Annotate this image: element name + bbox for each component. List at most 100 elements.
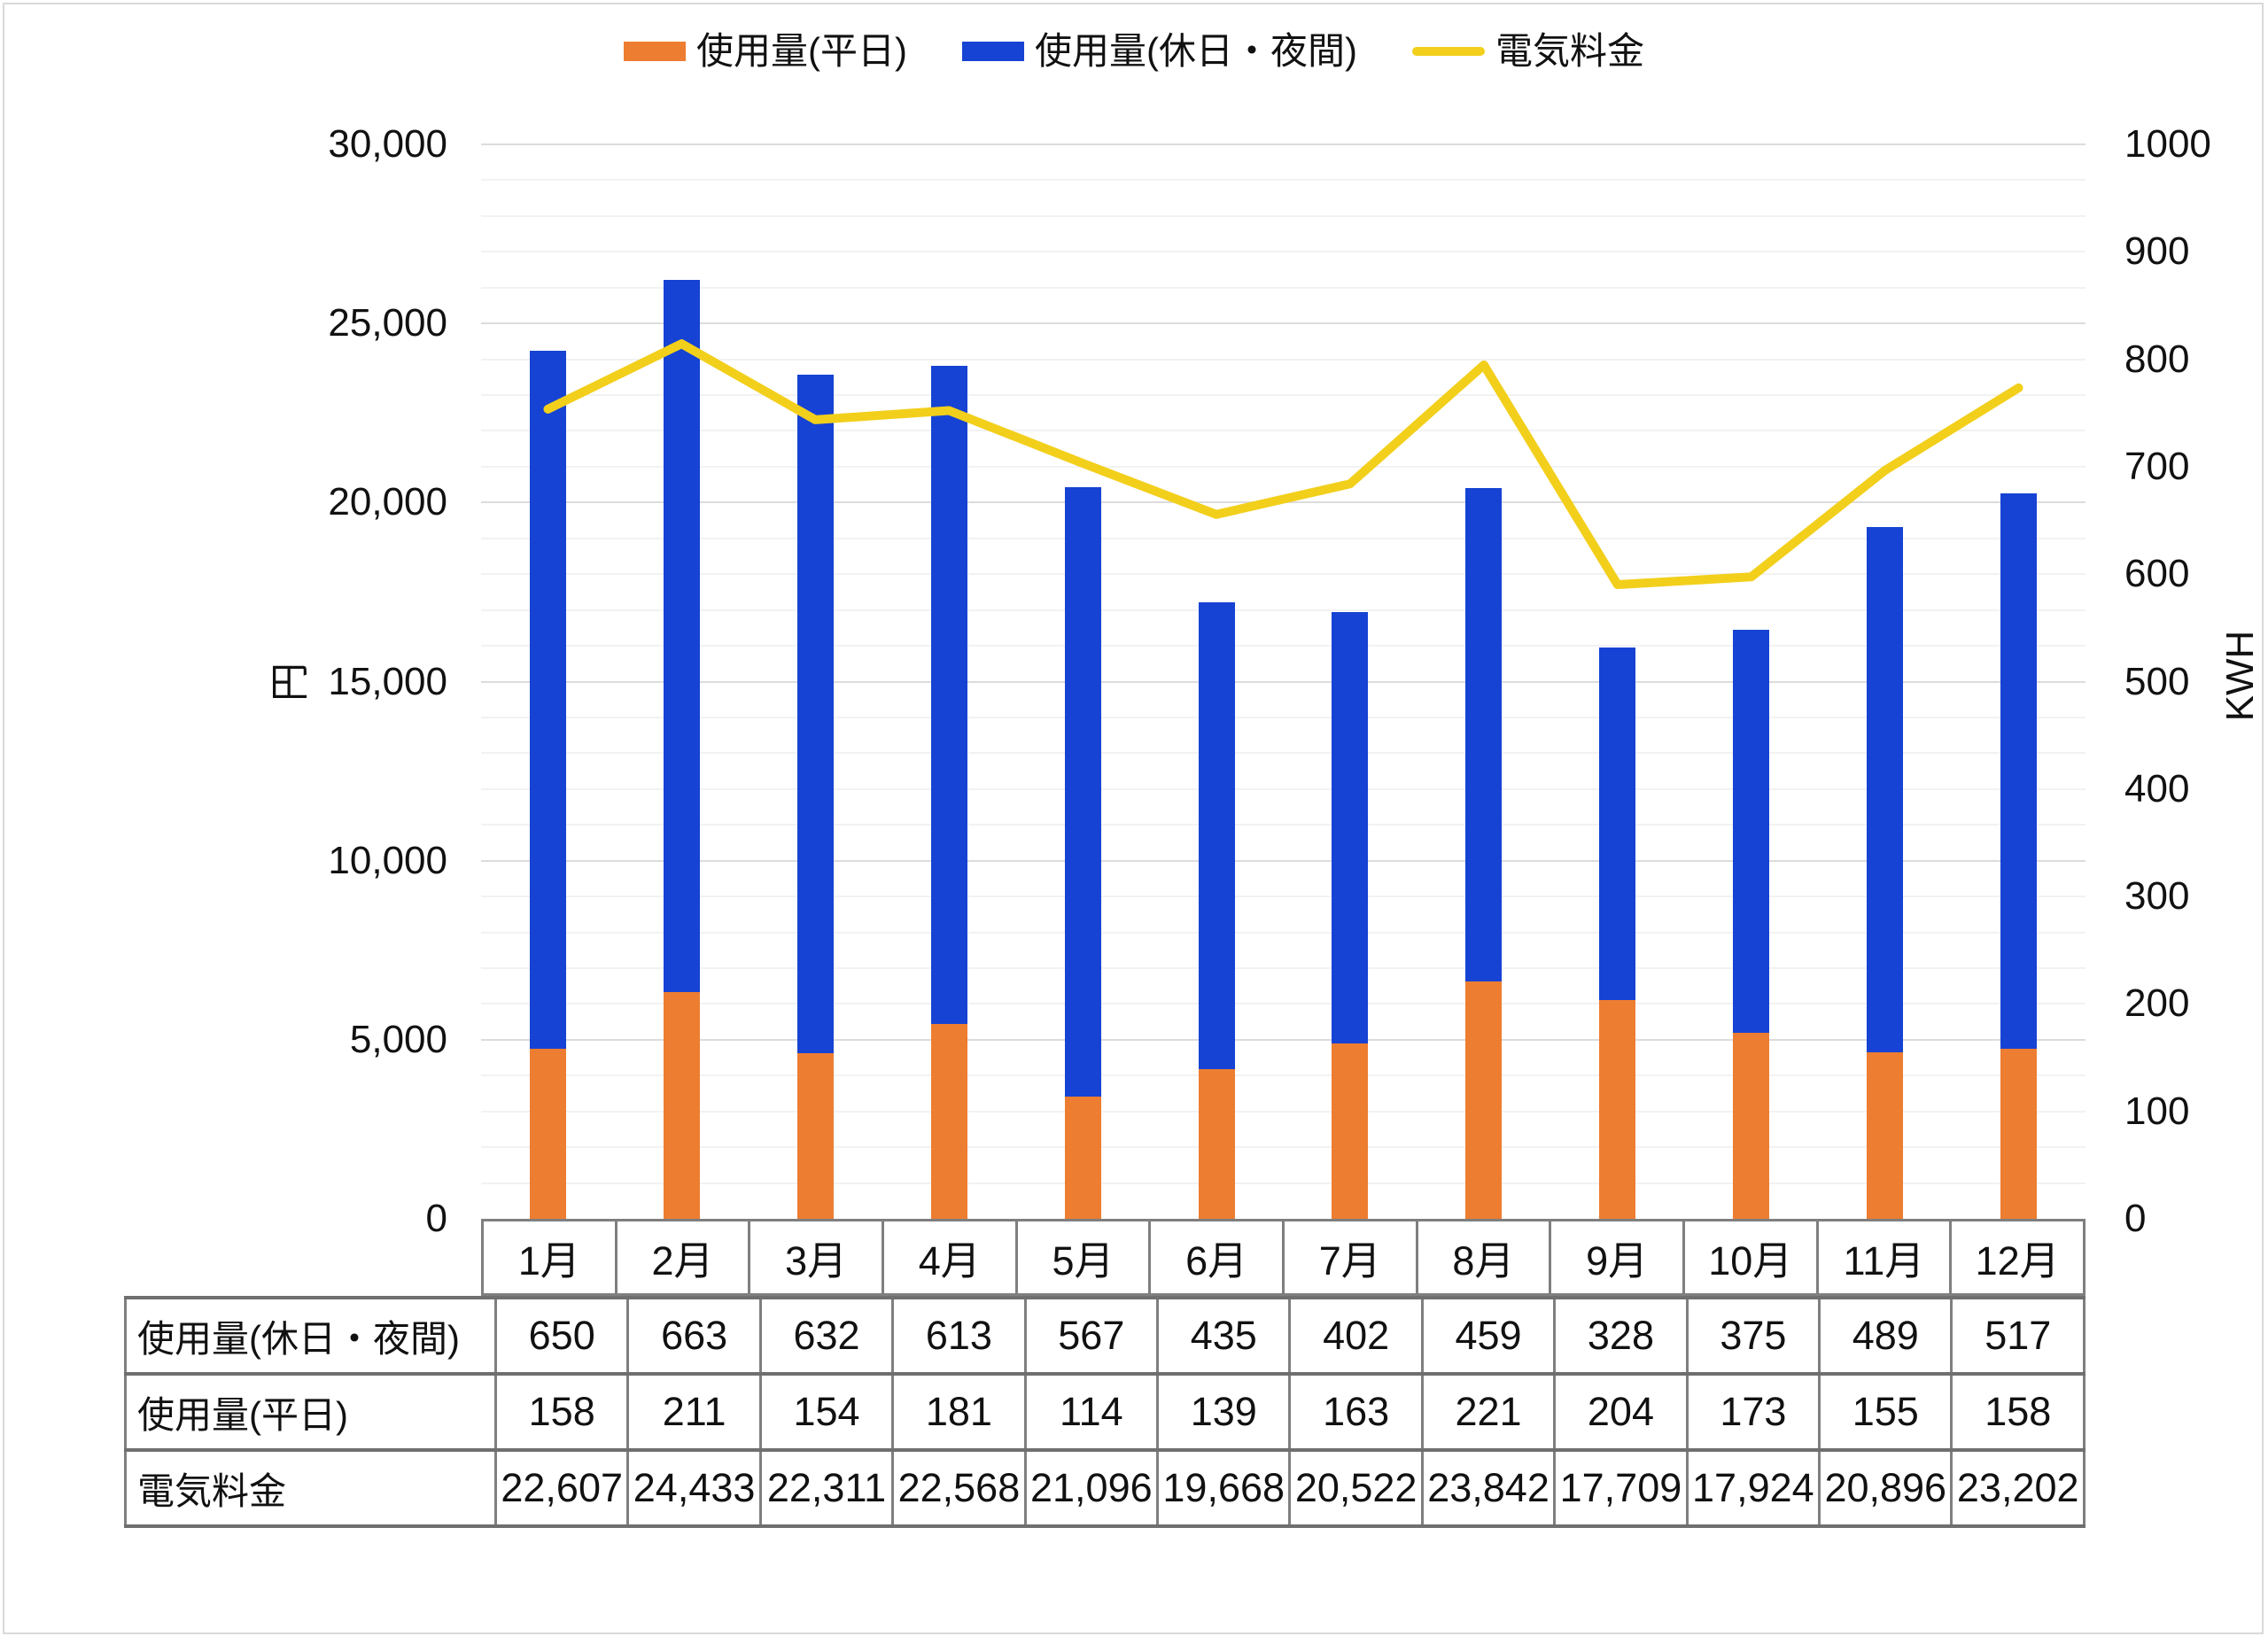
data-cell: 221 [1420,1372,1557,1452]
bar-holiday-1月[interactable] [529,350,566,1050]
data-cell: 181 [891,1372,1027,1452]
bar-holiday-11月[interactable] [1867,526,1904,1052]
bar-weekday-11月[interactable] [1867,1051,1904,1219]
month-header-cell: 9月 [1549,1219,1685,1296]
data-cell: 22,568 [891,1448,1027,1528]
data-cell: 517 [1950,1296,2085,1376]
data-cell: 139 [1156,1372,1292,1452]
bar-weekday-4月[interactable] [930,1024,967,1219]
data-cell: 114 [1023,1372,1160,1452]
legend: 使用量(平日) 使用量(休日・夜間) 電気料金 [0,27,2268,76]
data-cell: 21,096 [1023,1448,1160,1528]
minor-gridline [481,1146,2085,1149]
data-cell: 663 [626,1296,762,1376]
bar-holiday-9月[interactable] [1599,647,1636,1000]
legend-item-electricity-price[interactable]: 電気料金 [1411,30,1644,72]
minor-gridline [481,966,2085,969]
legend-label: 使用量(休日・夜間) [1034,30,1357,72]
table-row: 使用量(平日) 158 211 154 181 114 139 163 221 204 173 155… [124,1372,2085,1452]
right-axis-tick-label: 400 [2124,766,2190,810]
minor-gridline [481,824,2085,826]
right-axis-tick-label: 500 [2124,659,2190,703]
minor-gridline [481,645,2085,648]
legend-item-weekday-usage[interactable]: 使用量(平日) [624,33,907,70]
left-axis-tick-label: 25,000 [328,301,447,345]
data-cell: 155 [1818,1372,1953,1452]
right-axis-tick-label: 700 [2124,444,2190,488]
minor-gridline [481,1110,2085,1113]
bar-weekday-3月[interactable] [796,1053,834,1219]
bar-holiday-2月[interactable] [663,279,700,993]
bar-weekday-10月[interactable] [1733,1033,1770,1219]
bar-holiday-7月[interactable] [1332,611,1369,1044]
minor-gridline [481,752,2085,755]
row-label: 使用量(平日) [124,1372,497,1452]
month-header-cell: 7月 [1281,1219,1418,1296]
price-line[interactable] [543,339,2023,589]
minor-gridline [481,537,2085,539]
minor-gridline [481,1182,2085,1184]
month-header-cell: 10月 [1682,1219,1819,1296]
right-axis-tick-label: 1000 [2124,122,2211,166]
data-cell: 20,522 [1288,1448,1424,1528]
left-axis-tick-label: 0 [425,1197,447,1240]
major-gridline [481,859,2085,862]
weekday-bar-swatch-icon [624,42,686,61]
major-gridline [481,322,2085,325]
left-axis-tick-label: 10,000 [328,838,447,882]
data-cell: 22,607 [493,1448,630,1528]
minor-gridline [481,251,2085,253]
bar-weekday-9月[interactable] [1599,999,1636,1219]
data-cell: 435 [1156,1296,1292,1376]
bar-holiday-5月[interactable] [1064,486,1101,1097]
bar-holiday-4月[interactable] [930,365,967,1025]
legend-label: 電気料金 [1495,30,1644,72]
month-header-cell: 5月 [1014,1219,1152,1296]
bar-weekday-5月[interactable] [1064,1096,1101,1219]
table-row: 電気料金 22,607 24,433 22,311 22,568 21,096 19,668… [124,1448,2085,1528]
bar-weekday-1月[interactable] [529,1049,566,1219]
data-cell: 489 [1818,1296,1953,1376]
minor-gridline [481,931,2085,934]
month-header-cell: 1月 [481,1219,617,1296]
data-table: 使用量(休日・夜間) 650 663 632 613 567 435 402 459 328 375… [124,1296,2085,1528]
data-cell: 23,202 [1950,1448,2085,1528]
major-gridline [481,1038,2085,1041]
plot-area [481,143,2085,1219]
month-header-cell: 4月 [881,1219,1018,1296]
data-cell: 650 [493,1296,630,1376]
data-cell: 632 [758,1296,895,1376]
bar-weekday-12月[interactable] [2000,1049,2038,1219]
left-axis-tick-label: 30,000 [328,122,447,166]
data-cell: 17,709 [1553,1448,1689,1528]
data-cell: 23,842 [1420,1448,1557,1528]
bar-holiday-3月[interactable] [796,374,834,1054]
data-cell: 20,896 [1818,1448,1953,1528]
legend-label: 使用量(平日) [696,30,907,72]
minor-gridline [481,896,2085,898]
bar-holiday-8月[interactable] [1465,488,1503,981]
minor-gridline [481,465,2085,468]
bar-weekday-2月[interactable] [663,992,700,1219]
bar-holiday-12月[interactable] [2000,493,2038,1050]
month-header-cell: 3月 [748,1219,884,1296]
bar-weekday-6月[interactable] [1198,1069,1235,1219]
minor-gridline [481,358,2085,361]
minor-gridline [481,286,2085,289]
month-header-cell: 12月 [1949,1219,2085,1296]
bar-weekday-7月[interactable] [1332,1043,1369,1219]
bar-holiday-10月[interactable] [1733,630,1770,1034]
row-label: 電気料金 [124,1448,497,1528]
data-cell: 154 [758,1372,895,1452]
row-label: 使用量(休日・夜間) [124,1296,497,1376]
right-axis-tick-label: 0 [2124,1197,2147,1240]
data-cell: 211 [626,1372,762,1452]
bar-holiday-6月[interactable] [1198,601,1235,1070]
bar-weekday-8月[interactable] [1465,981,1503,1219]
data-cell: 173 [1685,1372,1821,1452]
legend-item-holiday-usage[interactable]: 使用量(休日・夜間) [961,30,1357,72]
minor-gridline [481,394,2085,397]
right-axis-tick-label: 800 [2124,337,2190,381]
minor-gridline [481,430,2085,432]
minor-gridline [481,1074,2085,1077]
